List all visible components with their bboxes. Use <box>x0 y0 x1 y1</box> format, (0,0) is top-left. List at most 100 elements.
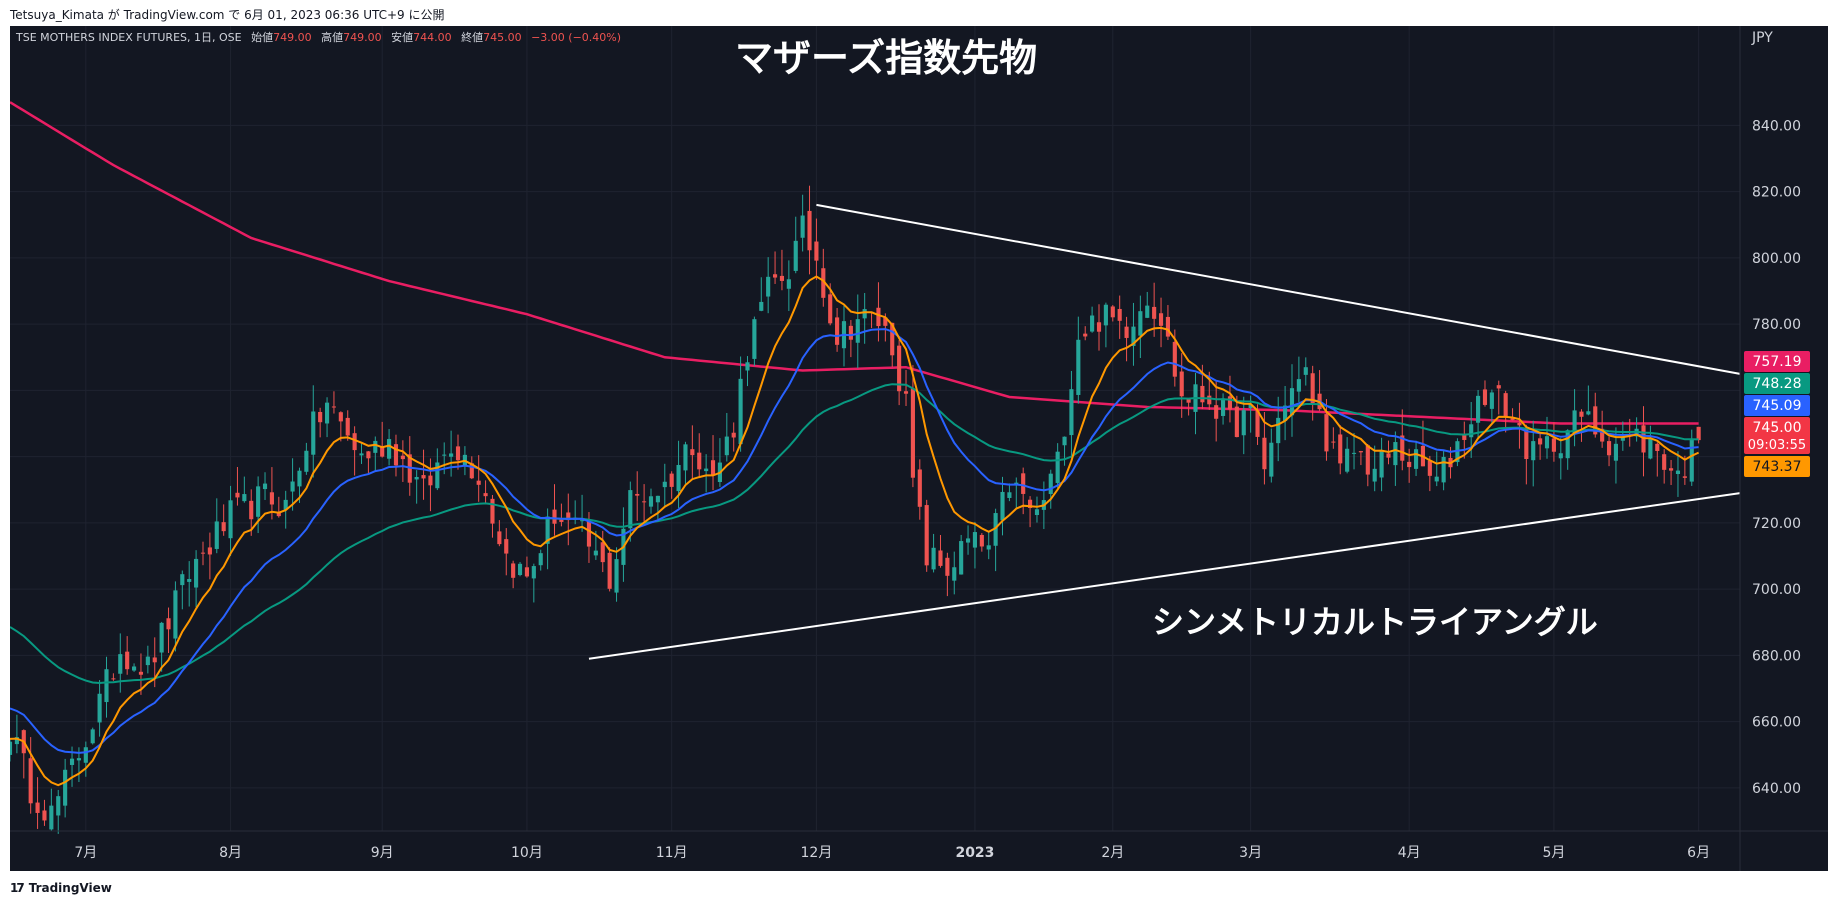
tradingview-mark-icon: 17 <box>10 881 25 895</box>
candle-body <box>1434 476 1439 482</box>
candle-body <box>614 559 619 593</box>
candle-body <box>276 512 281 517</box>
ema-50-tag: 748.28 <box>1753 376 1802 392</box>
candle-body <box>1117 308 1122 321</box>
candle-body <box>69 758 75 765</box>
price-chart[interactable]: TSE MOTHERS INDEX FUTURES, 1日, OSE 始値749… <box>7 26 1828 871</box>
chart-area[interactable]: TSE MOTHERS INDEX FUTURES, 1日, OSE 始値749… <box>7 26 1828 871</box>
candle-body <box>1090 315 1095 332</box>
candle-body <box>731 432 736 438</box>
candle-body <box>1138 311 1143 336</box>
candle-body <box>903 391 909 394</box>
candle-body <box>1696 426 1701 441</box>
candle-body <box>1028 499 1033 508</box>
candle-body <box>1655 443 1660 451</box>
candle-body <box>221 522 226 532</box>
candle-body <box>1303 367 1308 375</box>
legend-low-label: 安値 <box>391 30 413 44</box>
candle-body <box>1152 306 1157 319</box>
trendlines[interactable] <box>588 203 1741 660</box>
candle-body <box>504 539 509 554</box>
ema-200-path <box>9 101 1699 425</box>
candle-body <box>214 521 219 549</box>
candle-body <box>1496 385 1501 389</box>
candle-body <box>235 492 240 498</box>
candle-body <box>194 558 199 588</box>
candle-body <box>387 439 392 459</box>
candle-body <box>269 492 274 505</box>
candle-body <box>1365 445 1370 475</box>
candle-body <box>724 436 729 456</box>
price-tick-label: 640.00 <box>1752 781 1801 797</box>
candle-body <box>414 476 419 480</box>
candle-body <box>1021 473 1026 494</box>
candle-body <box>1469 424 1474 438</box>
candle-body <box>200 552 206 554</box>
candle-body <box>1482 389 1488 405</box>
candle-body <box>1034 509 1040 516</box>
candle-body <box>14 737 19 745</box>
time-tick-label: 7月 <box>74 845 97 861</box>
candle-body <box>449 453 454 457</box>
time-tick-label: 8月 <box>219 845 242 861</box>
candle-body <box>1103 304 1108 326</box>
candle-body <box>63 769 68 806</box>
candle-body <box>1269 442 1274 477</box>
candle-body <box>1517 422 1522 426</box>
candle-body <box>676 464 681 492</box>
candle-body <box>1476 395 1481 423</box>
candle-body <box>580 520 585 522</box>
candle-body <box>455 446 461 461</box>
candle-body <box>1241 410 1246 436</box>
candle-body <box>1145 305 1150 318</box>
legend-symbol-name: TSE MOTHERS INDEX FUTURES, 1日, OSE <box>15 31 242 44</box>
candle-body <box>793 240 798 271</box>
trendline-lower <box>588 492 1741 660</box>
candle-body <box>910 388 915 478</box>
candle-body <box>1283 405 1288 422</box>
candle-body <box>752 319 757 359</box>
trendline-upper <box>816 203 1741 375</box>
candle-body <box>242 494 247 502</box>
candle-body <box>566 512 571 521</box>
candle-body <box>1558 453 1563 459</box>
candles <box>7 185 1701 834</box>
candle-body <box>1372 468 1377 482</box>
candle-body <box>697 452 702 470</box>
candle-body <box>366 451 371 459</box>
candle-body <box>1510 418 1515 420</box>
candle-body <box>1579 411 1584 417</box>
candle-body <box>1503 393 1508 418</box>
candle-body <box>1262 437 1267 470</box>
price-axis[interactable]: 640.00 660.00 680.00 700.00 720.00 780.00 800.… <box>1752 118 1801 797</box>
candle-body <box>125 651 130 670</box>
candle-body <box>800 215 805 238</box>
candle-body <box>400 455 405 460</box>
candle-body <box>993 513 998 546</box>
candle-body <box>1648 438 1653 459</box>
candle-body <box>131 666 137 671</box>
candle-body <box>173 590 178 639</box>
attribution-text: Tetsuya_Kimata が TradingView.com で 6月 01… <box>10 8 445 22</box>
tradingview-logo[interactable]: 17 TradingView <box>10 881 112 895</box>
candle-body <box>1593 406 1598 435</box>
candle-body <box>166 618 171 630</box>
candle-body <box>469 463 474 479</box>
candle-body <box>890 322 895 356</box>
tradingview-brand: TradingView <box>28 881 112 895</box>
candle-body <box>297 470 302 487</box>
candle-body <box>1669 468 1674 471</box>
candle-body <box>1324 414 1329 452</box>
last-price-tag: 745.00 <box>1753 420 1802 436</box>
candle-body <box>290 481 295 492</box>
candle-body <box>1110 306 1115 318</box>
candle-body <box>1551 438 1556 452</box>
candle-body <box>256 486 261 517</box>
candle-body <box>1069 389 1074 436</box>
candle-body <box>49 805 54 830</box>
ema-21-tag-bg <box>1744 395 1810 416</box>
candle-body <box>1544 436 1550 449</box>
time-tick-label: 4月 <box>1398 845 1421 861</box>
candle-body <box>118 654 123 674</box>
time-axis[interactable]: 7月 8月 9月 10月 11月 12月 2023 2月 3月 4月 5月 6月 <box>10 830 1828 861</box>
